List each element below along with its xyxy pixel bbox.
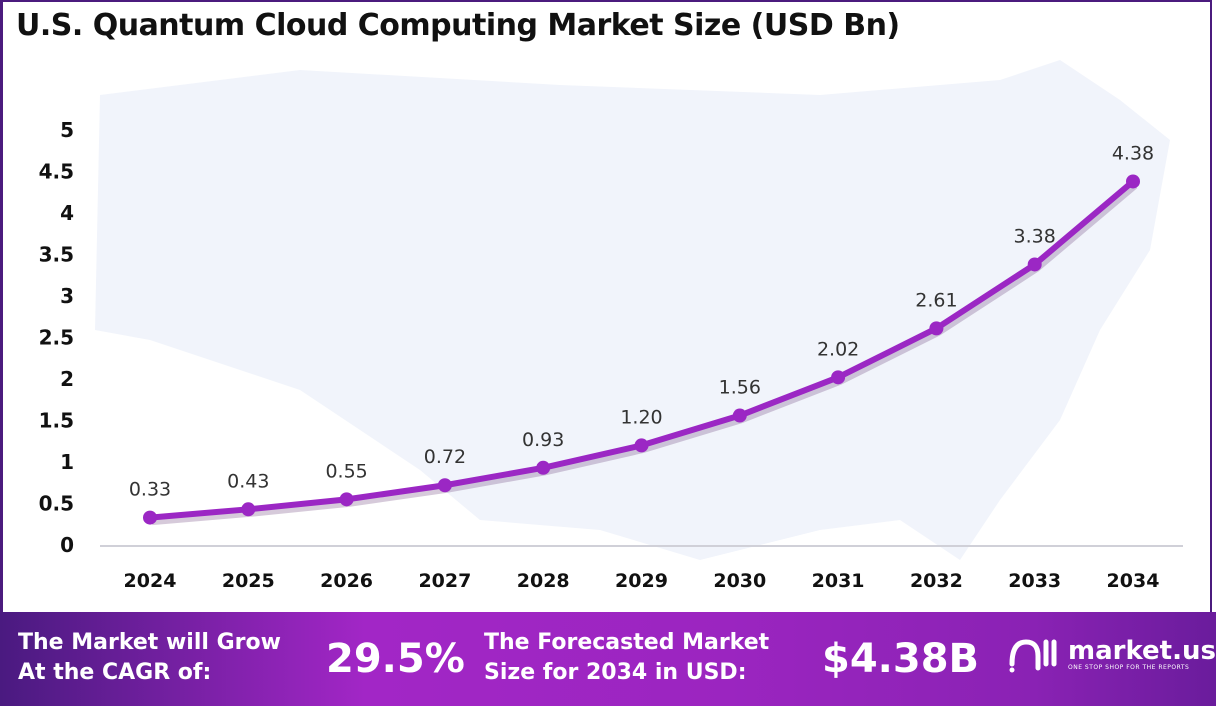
us-map-background xyxy=(95,60,1170,560)
data-point xyxy=(634,438,649,453)
data-point xyxy=(437,478,452,493)
x-tick-label: 2033 xyxy=(1008,570,1061,592)
y-tick-label: 3.5 xyxy=(39,243,74,267)
data-point xyxy=(1027,257,1042,272)
forecast-value: $4.38B xyxy=(822,636,980,682)
data-label: 1.20 xyxy=(620,406,662,428)
forecast-label-line: Size for 2034 in USD: xyxy=(484,660,747,685)
market-us-logo: market.us ONE STOP SHOP FOR THE REPORTS xyxy=(1006,634,1216,674)
y-tick-label: 2.5 xyxy=(39,326,74,350)
logo-icon xyxy=(1009,639,1057,673)
data-label: 0.93 xyxy=(522,429,564,451)
y-tick-label: 3 xyxy=(60,284,74,308)
summary-banner: The Market will Grow At the CAGR of: 29.… xyxy=(0,612,1216,706)
x-tick-label: 2032 xyxy=(910,570,963,592)
data-point xyxy=(929,321,944,336)
x-tick-label: 2027 xyxy=(418,570,471,592)
chart-title: U.S. Quantum Cloud Computing Market Size… xyxy=(16,8,900,43)
data-label: 2.02 xyxy=(817,338,859,360)
data-label: 2.61 xyxy=(915,289,957,311)
x-tick-label: 2025 xyxy=(222,570,275,592)
forecast-label: The Forecasted Market Size for 2034 in U… xyxy=(484,628,769,688)
x-tick-label: 2028 xyxy=(517,570,570,592)
cagr-label-line: At the CAGR of: xyxy=(18,660,212,685)
data-label: 4.38 xyxy=(1112,142,1154,164)
x-tick-label: 2034 xyxy=(1107,570,1160,592)
x-tick-label: 2031 xyxy=(812,570,865,592)
data-label: 0.72 xyxy=(424,446,466,468)
chart-frame xyxy=(0,0,1212,612)
y-tick-label: 5 xyxy=(60,118,74,142)
data-point xyxy=(241,502,256,517)
data-point xyxy=(143,510,157,525)
y-tick-label: 0.5 xyxy=(39,492,74,516)
y-tick-label: 1.5 xyxy=(39,409,74,433)
y-tick-label: 2 xyxy=(60,367,74,391)
data-point xyxy=(831,370,846,385)
data-label: 0.33 xyxy=(129,479,171,501)
data-label: 3.38 xyxy=(1014,225,1056,247)
logo-name: market.us xyxy=(1068,635,1216,666)
x-tick-label: 2026 xyxy=(320,570,373,592)
cagr-value: 29.5% xyxy=(326,636,465,682)
cagr-label-line: The Market will Grow xyxy=(18,630,281,655)
y-tick-label: 0 xyxy=(60,533,74,557)
y-tick-label: 1 xyxy=(60,450,74,474)
x-tick-label: 2024 xyxy=(124,570,177,592)
data-label: 0.43 xyxy=(227,470,269,492)
data-point xyxy=(1126,174,1140,189)
data-label: 0.55 xyxy=(325,460,367,482)
forecast-label-line: The Forecasted Market xyxy=(484,630,770,655)
data-point xyxy=(536,460,551,475)
x-tick-label: 2030 xyxy=(713,570,766,592)
data-label: 1.56 xyxy=(719,377,761,399)
data-point xyxy=(339,492,354,507)
cagr-label: The Market will Grow At the CAGR of: xyxy=(18,628,281,688)
line-chart: 0 0.5 1 1.5 2 2.5 3 3.5 4 4.5 5 2024 2025 2026 2027 20… xyxy=(39,60,1183,592)
logo-tagline: ONE STOP SHOP FOR THE REPORTS xyxy=(1068,663,1190,671)
y-tick-label: 4.5 xyxy=(39,160,74,184)
data-point xyxy=(732,408,747,423)
y-tick-label: 4 xyxy=(60,201,74,225)
x-tick-label: 2029 xyxy=(615,570,668,592)
